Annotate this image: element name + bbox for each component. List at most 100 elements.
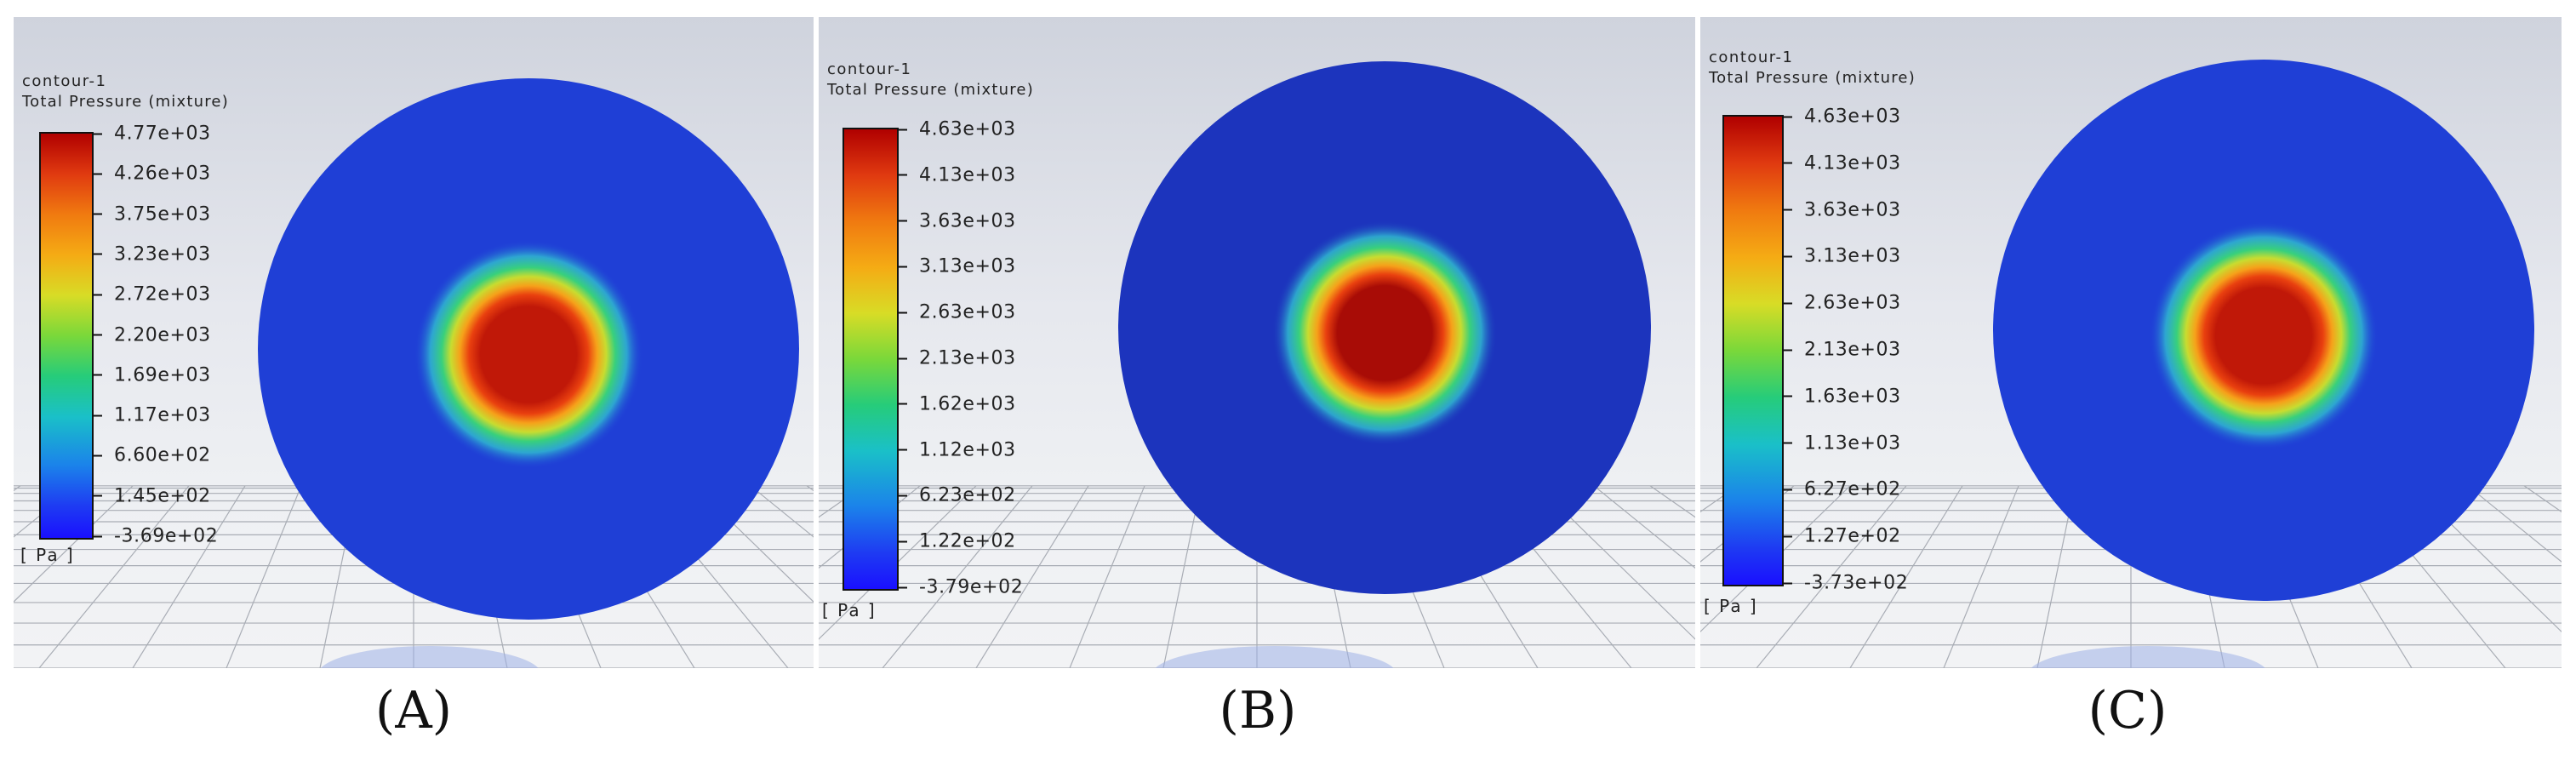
variable-name: Total Pressure (mixture) xyxy=(827,81,1034,99)
tick-label: 1.63e+03 xyxy=(1804,386,1901,408)
colorbar-tick: 4.13e+03 xyxy=(897,164,1016,186)
reflection xyxy=(2031,646,2265,668)
tick-label: 2.63e+03 xyxy=(919,301,1016,323)
tick-label: -3.69e+02 xyxy=(114,525,219,547)
tick-label: 4.63e+03 xyxy=(1804,106,1901,128)
tick-label: 3.75e+03 xyxy=(114,203,211,226)
colorbar xyxy=(1722,115,1784,586)
tick-label: 2.63e+03 xyxy=(1804,292,1901,314)
colorbar-tick: 4.13e+03 xyxy=(1782,152,1901,174)
tick-mark xyxy=(897,129,907,130)
colorbar-tick: 3.75e+03 xyxy=(92,203,211,225)
tick-mark xyxy=(897,220,907,222)
tick-mark xyxy=(1782,489,1792,491)
colorbar-tick: 1.27e+02 xyxy=(1782,526,1901,547)
contour-disk xyxy=(1993,60,2534,601)
colorbar xyxy=(842,128,899,591)
tick-label: 1.13e+03 xyxy=(1804,432,1901,454)
colorbar-tick: 2.20e+03 xyxy=(92,324,211,346)
tick-label: 3.23e+03 xyxy=(114,243,211,266)
tick-label: 1.45e+02 xyxy=(114,485,211,507)
tick-mark xyxy=(897,312,907,314)
panel-c: contour-1 Total Pressure (mixture) 4.63e… xyxy=(1700,17,2562,668)
tick-mark xyxy=(1782,162,1792,164)
colorbar-tick: 3.13e+03 xyxy=(1782,246,1901,267)
colorbar-tick: 4.77e+03 xyxy=(92,123,211,145)
colorbar-tick: 3.23e+03 xyxy=(92,243,211,265)
tick-label: 2.13e+03 xyxy=(919,347,1016,369)
tick-mark xyxy=(897,357,907,359)
tick-label: 2.20e+03 xyxy=(114,324,211,346)
variable-name: Total Pressure (mixture) xyxy=(22,93,229,111)
colorbar-tick: 3.13e+03 xyxy=(897,256,1016,277)
tick-mark xyxy=(897,266,907,268)
tick-mark xyxy=(92,414,102,417)
tick-mark xyxy=(897,174,907,176)
colorbar-tick: 4.26e+03 xyxy=(92,163,211,185)
colorbar-tick: 3.63e+03 xyxy=(1782,199,1901,220)
legend-header: contour-1 Total Pressure (mixture) xyxy=(22,71,229,112)
tick-mark xyxy=(1782,209,1792,211)
contour-disk xyxy=(1118,61,1651,594)
legend-header: contour-1 Total Pressure (mixture) xyxy=(1709,48,1916,89)
colorbar-tick: 2.72e+03 xyxy=(92,284,211,306)
reflection xyxy=(320,646,539,668)
colorbar-tick: 6.27e+02 xyxy=(1782,479,1901,500)
tick-mark xyxy=(897,449,907,451)
tick-label: 2.72e+03 xyxy=(114,283,211,306)
contour-name: contour-1 xyxy=(827,60,912,78)
tick-mark xyxy=(897,494,907,497)
tick-label: 4.77e+03 xyxy=(114,123,211,145)
colorbar-tick: 2.63e+03 xyxy=(897,302,1016,323)
colorbar-tick: 4.63e+03 xyxy=(897,119,1016,140)
variable-name: Total Pressure (mixture) xyxy=(1709,69,1916,87)
unit-label: [ Pa ] xyxy=(20,545,75,565)
colorbar-tick: 1.45e+02 xyxy=(92,485,211,506)
panel-b: contour-1 Total Pressure (mixture) 4.63e… xyxy=(819,17,1695,668)
tick-mark xyxy=(92,454,102,457)
tick-mark xyxy=(1782,582,1792,584)
contour-name: contour-1 xyxy=(1709,49,1794,66)
reflection xyxy=(1155,646,1394,668)
tick-label: 1.62e+03 xyxy=(919,393,1016,415)
tick-label: 3.63e+03 xyxy=(1804,199,1901,221)
grid-floor xyxy=(819,485,1695,668)
colorbar-tick: -3.69e+02 xyxy=(92,526,218,547)
tick-mark xyxy=(1782,442,1792,444)
pressure-core xyxy=(414,240,643,469)
tick-label: 3.13e+03 xyxy=(1804,245,1901,267)
contour-disk xyxy=(258,78,799,620)
tick-label: -3.79e+02 xyxy=(919,576,1024,598)
panel-label-a: (A) xyxy=(374,681,453,740)
tick-mark xyxy=(92,294,102,296)
tick-label: 4.63e+03 xyxy=(919,118,1016,140)
tick-label: 4.13e+03 xyxy=(919,164,1016,186)
tick-mark xyxy=(1782,116,1792,117)
tick-label: 2.13e+03 xyxy=(1804,339,1901,361)
tick-mark xyxy=(92,334,102,336)
panel-label-c: (C) xyxy=(2088,681,2168,740)
tick-mark xyxy=(897,403,907,405)
colorbar-tick: -3.73e+02 xyxy=(1782,573,1908,594)
colorbar-tick: 1.69e+03 xyxy=(92,364,211,386)
panel-a: contour-1 Total Pressure (mixture) 4.77e… xyxy=(14,17,814,668)
tick-label: 6.23e+02 xyxy=(919,484,1016,506)
tick-label: 6.60e+02 xyxy=(114,444,211,466)
colorbar-tick: -3.79e+02 xyxy=(897,577,1023,598)
colorbar-tick: 6.23e+02 xyxy=(897,485,1016,506)
tick-label: 1.69e+03 xyxy=(114,364,211,386)
tick-mark xyxy=(92,494,102,497)
tick-mark xyxy=(897,540,907,543)
tick-label: 1.22e+02 xyxy=(919,530,1016,552)
tick-label: 3.63e+03 xyxy=(919,210,1016,232)
unit-label: [ Pa ] xyxy=(822,600,877,620)
tick-mark xyxy=(92,173,102,175)
colorbar-tick: 4.63e+03 xyxy=(1782,106,1901,128)
pressure-core xyxy=(1271,220,1498,446)
colorbar-tick: 1.62e+03 xyxy=(897,393,1016,414)
pressure-core xyxy=(2149,221,2379,450)
tick-label: -3.73e+02 xyxy=(1804,572,1909,594)
tick-mark xyxy=(1782,535,1792,538)
colorbar-tick: 1.17e+03 xyxy=(92,405,211,426)
colorbar-tick: 3.63e+03 xyxy=(897,210,1016,232)
